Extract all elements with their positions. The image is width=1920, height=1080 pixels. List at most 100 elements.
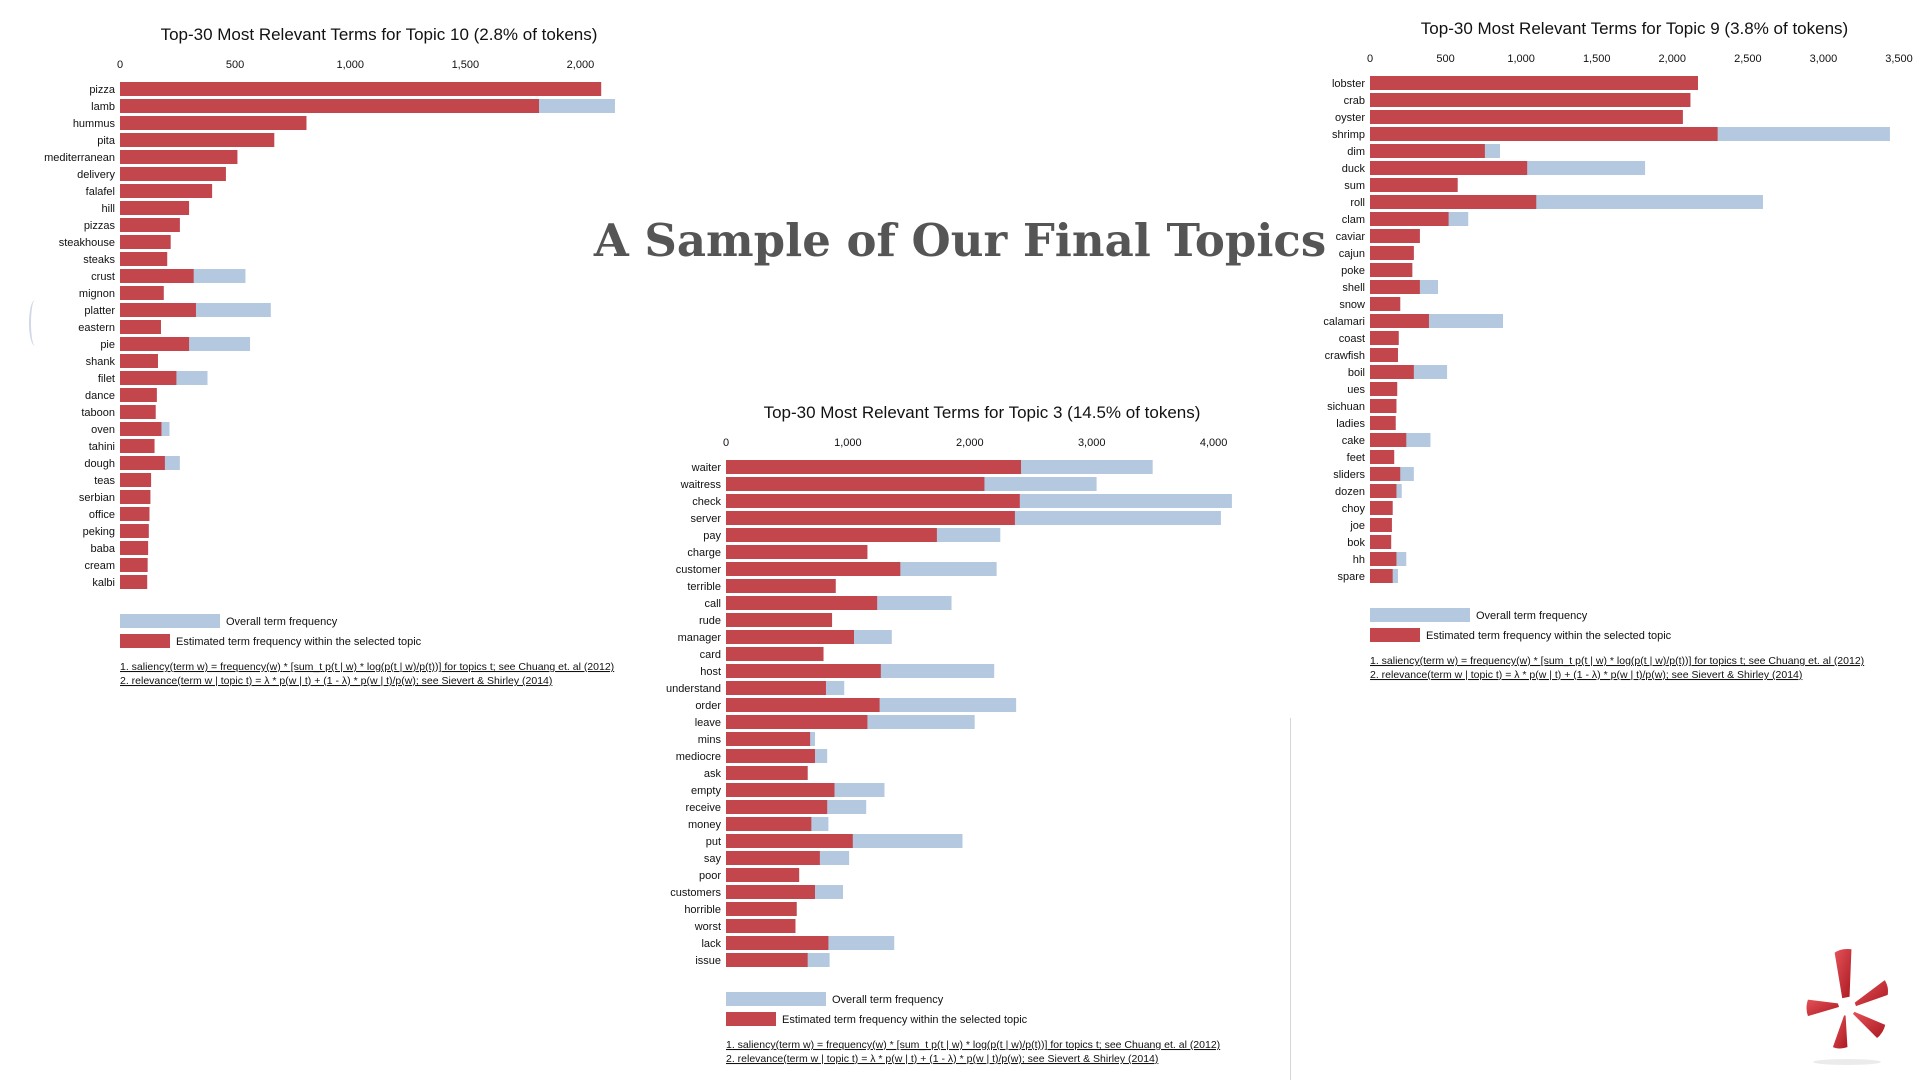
term-label: crawfish — [1325, 350, 1365, 362]
estimated-bar — [120, 456, 165, 470]
relevance-note: 2. relevance(term w | topic t) = λ * p(w… — [1370, 669, 1802, 681]
estimated-bar — [726, 919, 796, 933]
term-label: sichuan — [1327, 401, 1365, 413]
estimated-bar — [1370, 416, 1396, 430]
term-label: card — [700, 649, 721, 661]
chart-title: Top-30 Most Relevant Terms for Topic 9 (… — [1421, 19, 1848, 38]
x-tick-label: 1,500 — [452, 59, 480, 71]
estimated-bar — [726, 562, 901, 576]
estimated-bar — [1370, 467, 1401, 481]
legend-estimated-label: Estimated term frequency within the sele… — [782, 1014, 1028, 1026]
estimated-bar — [726, 664, 881, 678]
term-label: crab — [1344, 95, 1365, 107]
term-label: dance — [85, 390, 115, 402]
legend-overall-swatch — [1370, 608, 1470, 622]
estimated-bar — [120, 507, 150, 521]
estimated-bar — [726, 545, 868, 559]
legend-estimated-swatch — [120, 634, 170, 648]
legend-overall-label: Overall term frequency — [226, 616, 338, 628]
estimated-bar — [120, 388, 157, 402]
estimated-bar — [726, 902, 797, 916]
term-label: manager — [678, 632, 722, 644]
estimated-bar — [1370, 212, 1449, 226]
relevance-note: 2. relevance(term w | topic t) = λ * p(w… — [726, 1053, 1158, 1065]
term-label: ladies — [1336, 418, 1365, 430]
term-label: mins — [698, 734, 722, 746]
vertical-divider — [1290, 718, 1291, 1080]
estimated-bar — [120, 133, 275, 147]
slide-title: A Sample of Our Final Topics — [593, 214, 1327, 267]
term-label: coast — [1339, 333, 1365, 345]
estimated-bar — [1370, 246, 1414, 260]
estimated-bar — [120, 167, 226, 181]
term-label: platter — [84, 305, 115, 317]
estimated-bar — [726, 800, 828, 814]
estimated-bar — [120, 490, 151, 504]
term-label: empty — [691, 785, 721, 797]
legend-overall-swatch — [726, 992, 826, 1006]
estimated-bar — [1370, 263, 1413, 277]
term-label: mediocre — [676, 751, 721, 763]
term-label: hh — [1353, 554, 1365, 566]
estimated-bar — [1370, 484, 1397, 498]
term-label: understand — [666, 683, 721, 695]
estimated-bar — [120, 575, 148, 589]
legend-overall-swatch — [120, 614, 220, 628]
x-tick-label: 1,000 — [834, 437, 862, 449]
saliency-note: 1. saliency(term w) = frequency(w) * [su… — [1370, 655, 1864, 667]
estimated-bar — [1370, 433, 1407, 447]
estimated-bar — [726, 596, 878, 610]
estimated-bar — [120, 201, 190, 215]
term-label: put — [706, 836, 721, 848]
term-label: duck — [1342, 163, 1366, 175]
legend-estimated-swatch — [726, 1012, 776, 1026]
estimated-bar — [120, 99, 540, 113]
term-label: lamb — [91, 101, 115, 113]
estimated-bar — [726, 698, 880, 712]
estimated-bar — [726, 528, 937, 542]
estimated-bar — [1370, 127, 1718, 141]
term-label: customer — [676, 564, 722, 576]
estimated-bar — [726, 766, 808, 780]
term-label: peking — [83, 526, 115, 538]
x-tick-label: 2,000 — [567, 59, 595, 71]
term-label: say — [704, 853, 722, 865]
ghost-arc-decoration — [29, 300, 41, 346]
term-label: filet — [98, 373, 115, 385]
estimated-bar — [1370, 110, 1683, 124]
term-label: shrimp — [1332, 129, 1365, 141]
estimated-bar — [726, 936, 829, 950]
x-tick-label: 2,000 — [956, 437, 984, 449]
term-label: office — [89, 509, 115, 521]
term-label: sum — [1344, 180, 1365, 192]
estimated-bar — [120, 371, 177, 385]
term-label: steaks — [83, 254, 115, 266]
estimated-bar — [1370, 518, 1392, 532]
term-label: clam — [1342, 214, 1365, 226]
estimated-bar — [726, 715, 868, 729]
term-label: feet — [1347, 452, 1365, 464]
term-label: poor — [699, 870, 721, 882]
term-label: lack — [701, 938, 721, 950]
estimated-bar — [1370, 178, 1458, 192]
term-label: pie — [100, 339, 115, 351]
x-tick-label: 3,500 — [1885, 53, 1913, 65]
estimated-bar — [726, 613, 833, 627]
estimated-bar — [120, 303, 196, 317]
term-label: server — [690, 513, 721, 525]
term-label: pita — [97, 135, 116, 147]
term-label: calamari — [1323, 316, 1365, 328]
x-tick-label: 3,000 — [1078, 437, 1106, 449]
term-label: terrible — [687, 581, 721, 593]
estimated-bar — [1370, 144, 1485, 158]
x-tick-label: 2,000 — [1659, 53, 1687, 65]
estimated-bar — [1370, 314, 1429, 328]
term-label: cream — [84, 560, 115, 572]
term-label: receive — [686, 802, 721, 814]
estimated-bar — [1370, 365, 1414, 379]
estimated-bar — [1370, 569, 1393, 583]
term-label: host — [700, 666, 721, 678]
term-label: dozen — [1335, 486, 1365, 498]
term-label: mignon — [79, 288, 115, 300]
estimated-bar — [1370, 280, 1420, 294]
